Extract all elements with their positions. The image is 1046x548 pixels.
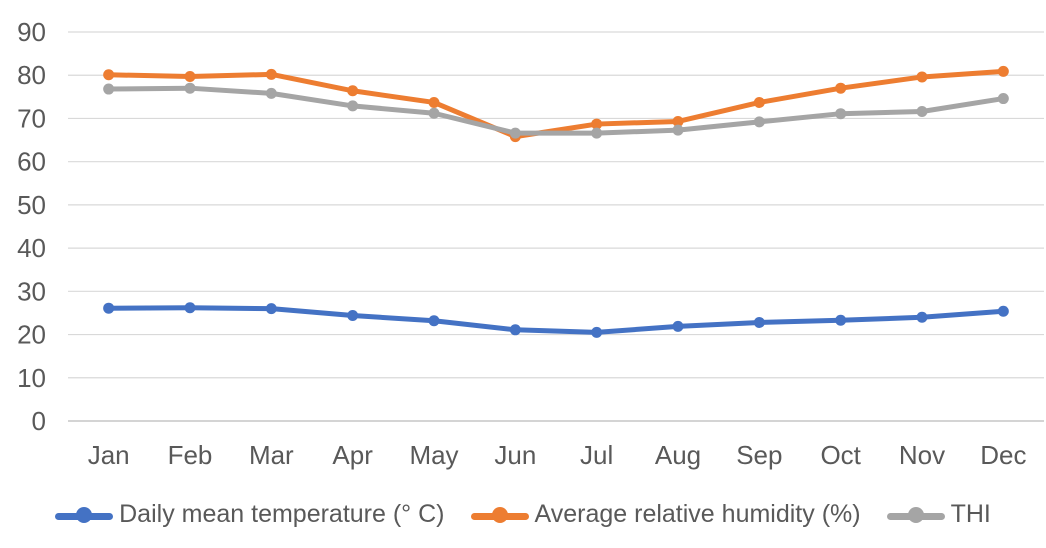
y-tick-label-30: 30 bbox=[17, 276, 46, 306]
point-thi-aug bbox=[672, 124, 684, 136]
point-daily-mean-temperature-c-dec bbox=[997, 305, 1009, 317]
y-tick-label-90: 90 bbox=[17, 17, 46, 47]
point-average-relative-humidity-jan bbox=[103, 69, 115, 81]
point-average-relative-humidity-feb bbox=[184, 71, 196, 83]
point-thi-nov bbox=[916, 106, 928, 118]
series-line-thi bbox=[106, 85, 1006, 136]
point-thi-sep bbox=[753, 116, 765, 128]
y-tick-label-70: 70 bbox=[17, 103, 46, 133]
point-average-relative-humidity-apr bbox=[347, 85, 359, 97]
point-average-relative-humidity-nov bbox=[916, 71, 928, 83]
point-thi-apr bbox=[347, 100, 359, 112]
point-average-relative-humidity-may bbox=[428, 96, 440, 108]
point-daily-mean-temperature-c-mar bbox=[265, 303, 277, 315]
point-daily-mean-temperature-c-jun bbox=[509, 324, 521, 336]
y-tick-label-0: 0 bbox=[32, 406, 46, 436]
point-thi-jun bbox=[509, 127, 521, 139]
series-line-average-relative-humidity bbox=[106, 68, 1006, 140]
point-daily-mean-temperature-c-nov bbox=[916, 311, 928, 323]
x-tick-label-may: May bbox=[409, 440, 458, 470]
y-tick-label-80: 80 bbox=[17, 60, 46, 90]
legend-label: Average relative humidity (%) bbox=[534, 500, 861, 528]
x-tick-label-apr: Apr bbox=[332, 440, 373, 470]
y-tick-label-40: 40 bbox=[17, 233, 46, 263]
point-daily-mean-temperature-c-feb bbox=[184, 302, 196, 314]
x-tick-label-aug: Aug bbox=[655, 440, 701, 470]
chart-legend: Daily mean temperature (° C) Average rel… bbox=[0, 500, 1046, 529]
point-average-relative-humidity-mar bbox=[265, 68, 277, 80]
x-tick-label-feb: Feb bbox=[168, 440, 213, 470]
point-thi-may bbox=[428, 107, 440, 119]
point-average-relative-humidity-sep bbox=[753, 96, 765, 108]
x-tick-label-nov: Nov bbox=[899, 440, 945, 470]
point-thi-mar bbox=[265, 87, 277, 99]
legend-item-thi: THI bbox=[886, 500, 991, 529]
legend-line-marker-icon bbox=[470, 506, 529, 524]
x-tick-label-dec: Dec bbox=[980, 440, 1026, 470]
point-daily-mean-temperature-c-may bbox=[428, 315, 440, 327]
point-daily-mean-temperature-c-apr bbox=[347, 310, 359, 322]
point-average-relative-humidity-jul bbox=[591, 118, 603, 130]
point-thi-jan bbox=[103, 83, 115, 95]
point-daily-mean-temperature-c-sep bbox=[753, 316, 765, 328]
series-line-daily-mean-temperature-c bbox=[106, 305, 1006, 335]
x-tick-label-oct: Oct bbox=[820, 440, 861, 470]
x-tick-label-jun: Jun bbox=[494, 440, 536, 470]
point-average-relative-humidity-aug bbox=[672, 115, 684, 127]
legend-item-daily-mean-temperature: Daily mean temperature (° C) bbox=[55, 500, 445, 529]
point-average-relative-humidity-oct bbox=[835, 82, 847, 94]
y-tick-label-20: 20 bbox=[17, 320, 46, 350]
point-thi-jul bbox=[591, 127, 603, 139]
y-tick-label-50: 50 bbox=[17, 190, 46, 220]
x-tick-label-mar: Mar bbox=[249, 440, 294, 470]
y-tick-label-10: 10 bbox=[17, 363, 46, 393]
point-daily-mean-temperature-c-oct bbox=[835, 314, 847, 326]
point-daily-mean-temperature-c-jul bbox=[591, 326, 603, 338]
legend-line-marker-icon bbox=[886, 506, 945, 524]
x-tick-label-jul: Jul bbox=[580, 440, 613, 470]
legend-line-marker-icon bbox=[55, 506, 114, 524]
point-thi-dec bbox=[997, 93, 1009, 105]
point-daily-mean-temperature-c-aug bbox=[672, 320, 684, 332]
x-tick-label-sep: Sep bbox=[736, 440, 782, 470]
point-thi-oct bbox=[835, 108, 847, 120]
point-thi-feb bbox=[184, 82, 196, 94]
point-average-relative-humidity-dec bbox=[997, 65, 1009, 77]
y-tick-label-60: 60 bbox=[17, 147, 46, 177]
point-daily-mean-temperature-c-jan bbox=[103, 302, 115, 314]
legend-label: Daily mean temperature (° C) bbox=[119, 500, 445, 528]
x-tick-label-jan: Jan bbox=[88, 440, 130, 470]
legend-label: THI bbox=[950, 500, 991, 528]
legend-item-average-relative-humidity: Average relative humidity (%) bbox=[470, 500, 861, 529]
